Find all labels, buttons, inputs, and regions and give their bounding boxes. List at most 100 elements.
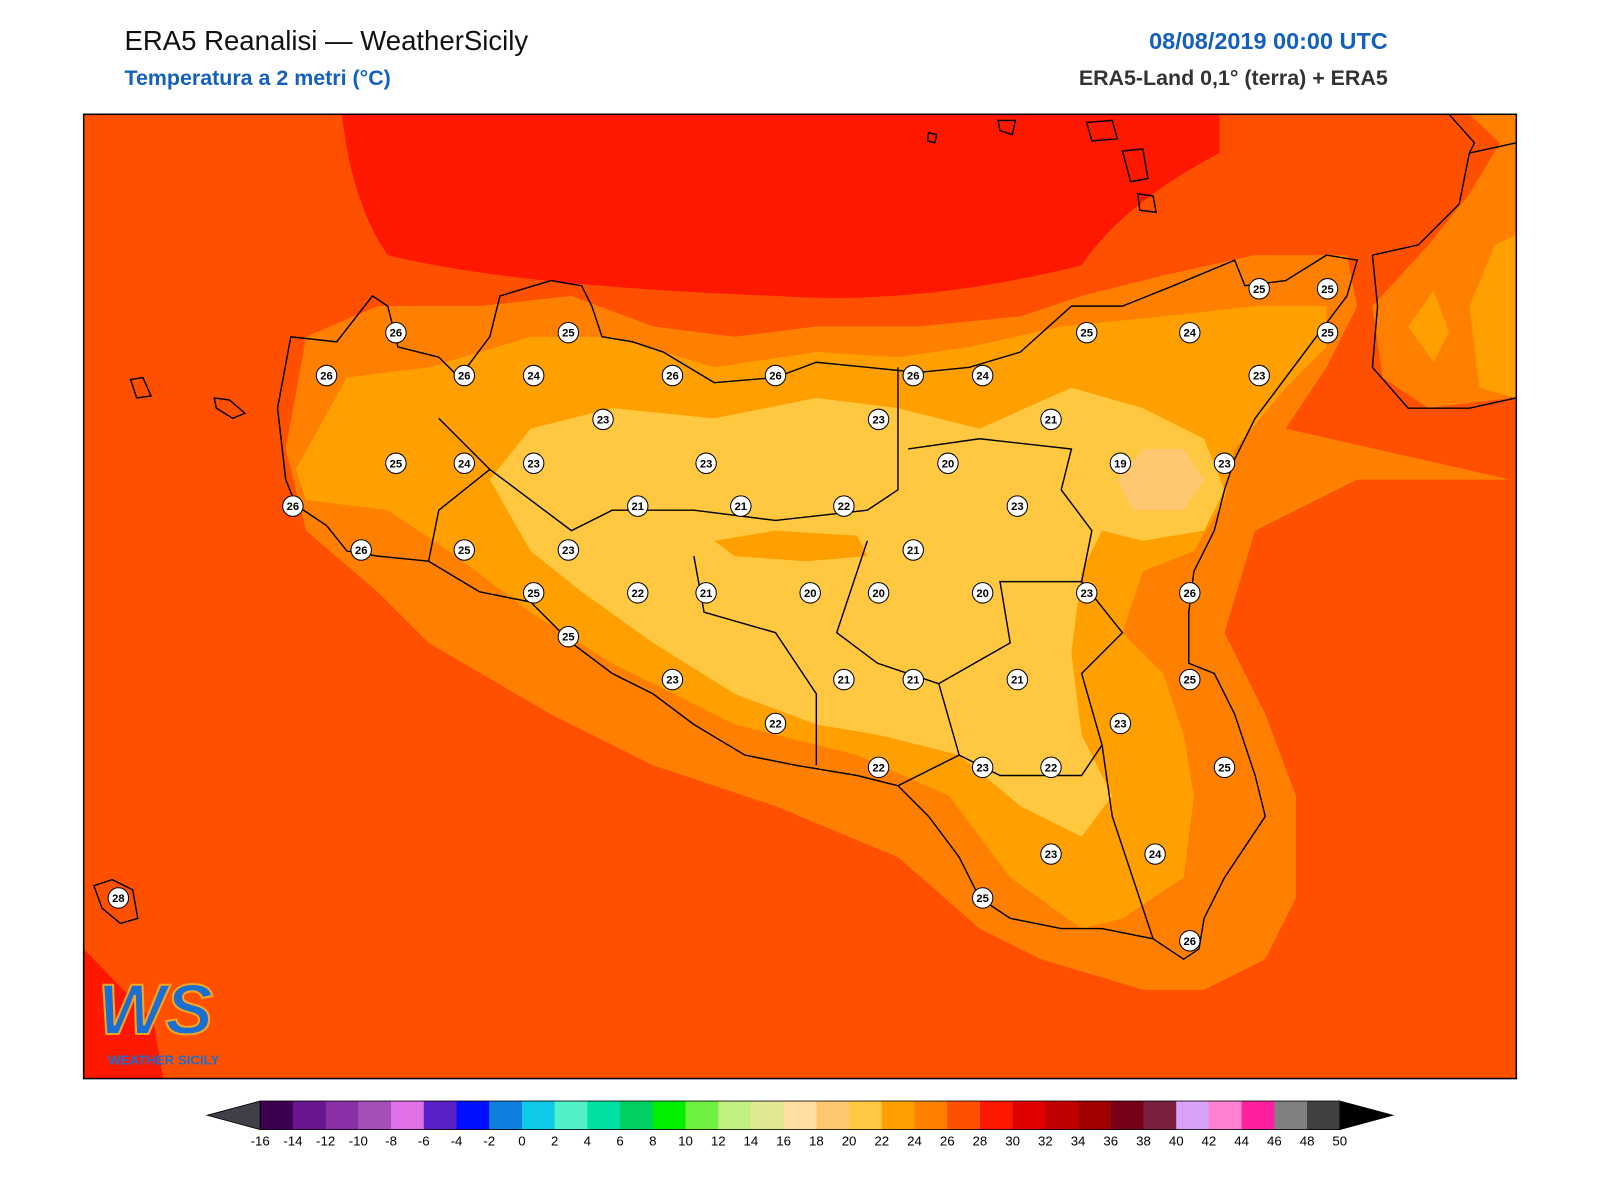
station-value: 22 bbox=[1045, 762, 1057, 774]
colorbar-bin bbox=[1307, 1101, 1341, 1130]
station-value: 26 bbox=[1184, 936, 1196, 948]
colorbar-tick-label: 8 bbox=[649, 1133, 656, 1148]
station-marker bbox=[522, 364, 545, 387]
colorbar-bin bbox=[423, 1101, 458, 1130]
colorbar-tick-label: 22 bbox=[874, 1133, 889, 1148]
station-value: 22 bbox=[632, 588, 644, 600]
colorbar-over bbox=[1339, 1100, 1395, 1131]
station-value: 23 bbox=[1080, 588, 1092, 600]
station-marker bbox=[902, 668, 924, 691]
colorbar-tick-label: -4 bbox=[451, 1133, 463, 1148]
station-marker bbox=[350, 539, 372, 561]
station-value: 21 bbox=[1011, 675, 1023, 687]
station-value: 22 bbox=[838, 501, 850, 513]
station-value: 25 bbox=[1080, 328, 1092, 340]
station-value: 25 bbox=[390, 458, 402, 470]
colorbar-bin bbox=[783, 1101, 817, 1130]
station-marker bbox=[971, 887, 994, 909]
colorbar-tick-label: 10 bbox=[678, 1133, 693, 1148]
station-marker bbox=[1316, 278, 1339, 300]
station-marker bbox=[695, 452, 717, 474]
station-marker bbox=[1179, 668, 1201, 691]
colorbar: -16 -14 -12 -10 -8 -6 -4 -2 0 2 4 6 8 10 12 14 16 18 20 22 2… bbox=[205, 1100, 1395, 1148]
station-marker bbox=[1144, 843, 1166, 865]
colorbar-bin bbox=[620, 1101, 654, 1130]
station-value: 21 bbox=[632, 501, 644, 513]
station-marker bbox=[522, 452, 545, 474]
station-marker bbox=[1213, 452, 1236, 474]
station-value: 21 bbox=[735, 501, 747, 513]
station-marker bbox=[557, 539, 580, 561]
station-value: 26 bbox=[666, 370, 678, 382]
colorbar-tick-label: 12 bbox=[711, 1133, 726, 1148]
station-marker bbox=[661, 668, 684, 691]
logo-text: WEATHER SICILY bbox=[108, 1053, 219, 1068]
station-value: 26 bbox=[1184, 588, 1196, 600]
station-marker bbox=[557, 626, 580, 648]
station-marker bbox=[385, 452, 407, 474]
station-value: 23 bbox=[1114, 718, 1126, 730]
colorbar-tick-label: -16 bbox=[251, 1133, 270, 1148]
station-value: 24 bbox=[1184, 328, 1197, 340]
station-value: 23 bbox=[1218, 458, 1230, 470]
station-marker bbox=[799, 582, 821, 604]
station-value: 26 bbox=[355, 545, 367, 557]
colorbar-tick-label: 4 bbox=[584, 1133, 591, 1148]
colorbar-bin bbox=[979, 1101, 1014, 1130]
station-marker bbox=[730, 495, 752, 517]
station-marker bbox=[661, 364, 684, 387]
station-value: 25 bbox=[1218, 762, 1230, 774]
colorbar-bin bbox=[1274, 1101, 1308, 1130]
map-area: 26 25 26 26 24 26 26 26 24 25 24 25 25 25 23 23 23 21 25 24… bbox=[83, 114, 1517, 1079]
colorbar-bin bbox=[1241, 1101, 1275, 1130]
colorbar-bin bbox=[849, 1101, 883, 1130]
station-marker bbox=[902, 364, 924, 387]
station-marker bbox=[764, 712, 787, 735]
isotherm-18 bbox=[1117, 448, 1205, 511]
calabria-field bbox=[1408, 290, 1449, 363]
colorbar-tick-label: 28 bbox=[973, 1133, 988, 1148]
station-marker bbox=[627, 495, 649, 517]
warm-patch bbox=[83, 948, 164, 1079]
logo: WS WEATHER SICILY bbox=[97, 969, 220, 1068]
colorbar-tick-label: 14 bbox=[744, 1133, 759, 1148]
date: 08/08/2019 00:00 UTC bbox=[1149, 28, 1388, 54]
station-marker bbox=[867, 756, 890, 779]
station-value: 23 bbox=[1253, 370, 1265, 382]
colorbar-bin bbox=[1143, 1101, 1177, 1130]
colorbar-tick-label: 32 bbox=[1038, 1133, 1053, 1148]
station-value: 22 bbox=[872, 762, 884, 774]
station-marker bbox=[1316, 321, 1339, 344]
station-value: 25 bbox=[562, 328, 574, 340]
station-marker bbox=[1040, 843, 1062, 865]
calabria-field bbox=[1469, 234, 1517, 398]
island bbox=[92, 119, 1158, 925]
station-marker bbox=[833, 668, 855, 691]
colorbar-bin bbox=[1012, 1101, 1046, 1130]
station-value: 26 bbox=[907, 370, 919, 382]
station-value: 23 bbox=[666, 675, 678, 687]
station-marker bbox=[1040, 408, 1062, 431]
colorbar-tick-label: -10 bbox=[349, 1133, 368, 1148]
colorbar-tick-label: 30 bbox=[1005, 1133, 1020, 1148]
map-frame bbox=[82, 113, 1518, 1080]
station-marker bbox=[1179, 321, 1201, 344]
station-value: 25 bbox=[562, 632, 574, 644]
station-value: 25 bbox=[527, 588, 539, 600]
station-marker bbox=[833, 495, 855, 517]
station-value: 20 bbox=[976, 588, 988, 600]
colorbar-tick-label: 48 bbox=[1300, 1133, 1315, 1148]
colorbar-bin bbox=[587, 1101, 621, 1130]
station-value: 23 bbox=[976, 762, 988, 774]
colorbar-bin bbox=[816, 1101, 850, 1130]
colorbar-bin bbox=[652, 1101, 687, 1130]
colorbar-tick-label: 0 bbox=[518, 1133, 525, 1148]
subtitle: Temperatura a 2 metri (°C) bbox=[124, 66, 390, 90]
station-value: 20 bbox=[942, 458, 954, 470]
station-value: 23 bbox=[1011, 501, 1023, 513]
colorbar-tick-label: 40 bbox=[1169, 1133, 1184, 1148]
station-marker bbox=[971, 582, 994, 604]
station-value: 26 bbox=[458, 370, 470, 382]
station-marker bbox=[1076, 582, 1098, 604]
station-value: 26 bbox=[769, 370, 781, 382]
